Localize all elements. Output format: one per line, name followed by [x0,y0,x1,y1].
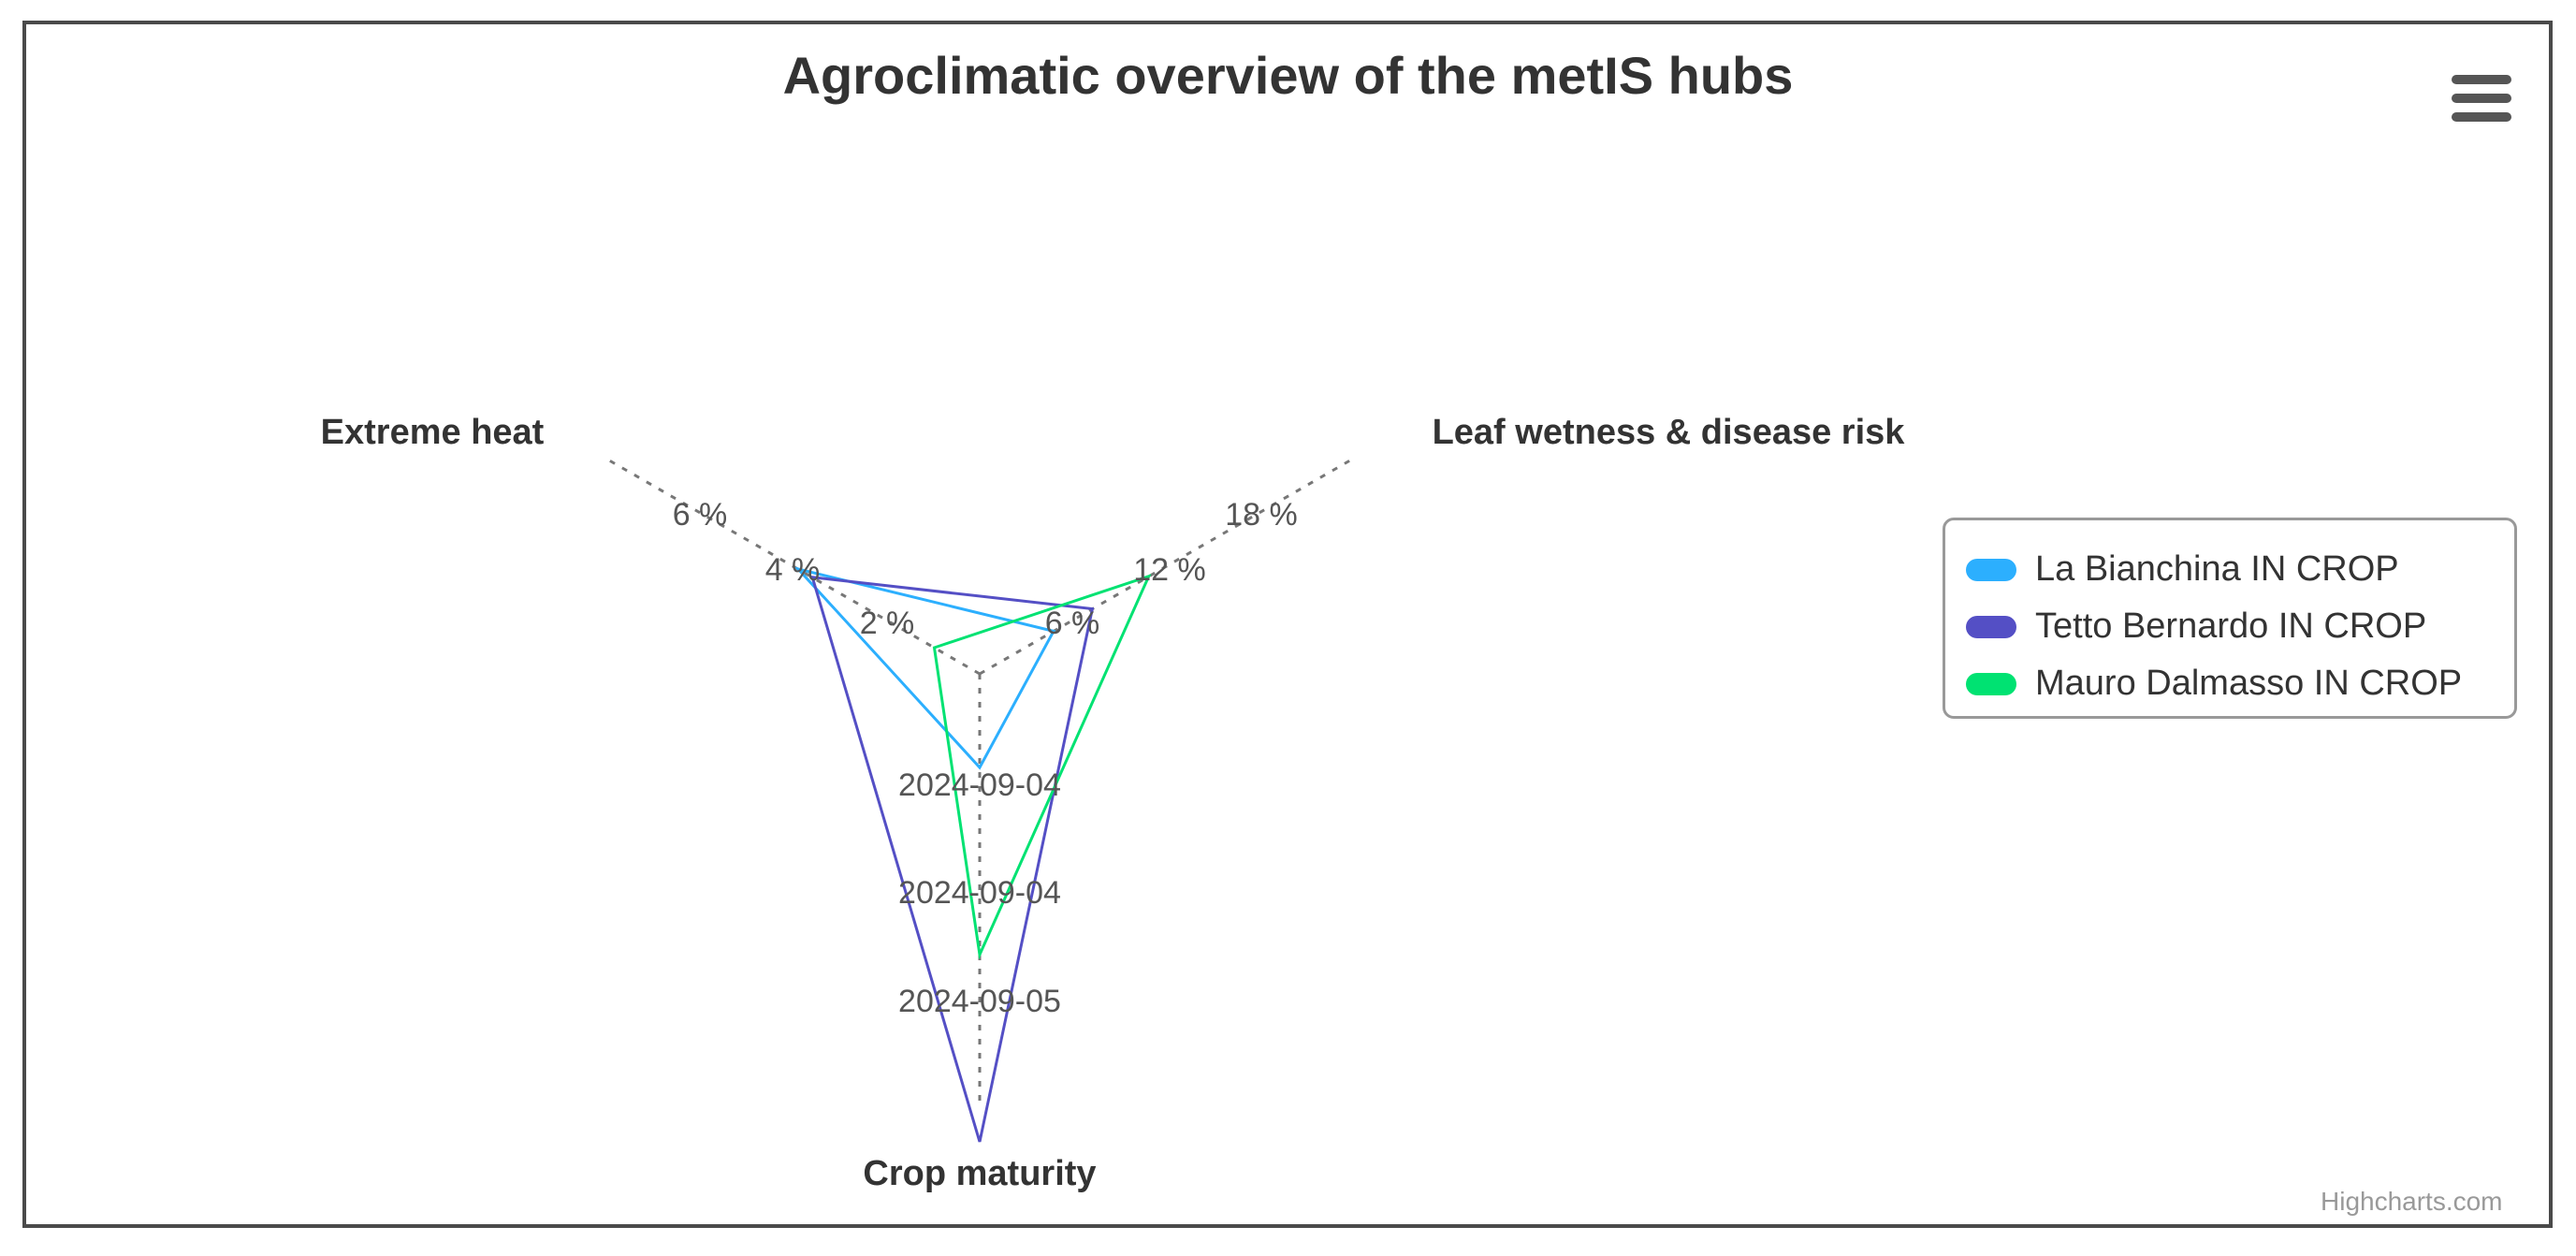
legend-label: Mauro Dalmasso IN CROP [2035,664,2463,703]
tick-label-crop-maturity-2: 2024-09-04 [898,875,1061,911]
axis-title-leaf-wetness: Leaf wetness & disease risk [1433,413,1906,452]
axis-title-extreme-heat: Extreme heat [321,413,545,452]
tick-label-leaf-wetness-1: 6 % [1045,606,1100,641]
tick-label-extreme-heat-3: 6 % [673,497,728,533]
chart-title: Agroclimatic overview of the metIS hubs [782,46,1794,105]
tick-label-leaf-wetness-3: 18 % [1225,497,1298,533]
legend-item-mauro-dalmasso[interactable]: Mauro Dalmasso IN CROP [1966,655,2494,712]
tick-label-extreme-heat-2: 4 % [765,552,821,588]
legend-label: Tetto Bernardo IN CROP [2035,606,2427,646]
axis-title-crop-maturity: Crop maturity [863,1154,1096,1193]
legend-item-tetto-bernardo[interactable]: Tetto Bernardo IN CROP [1966,598,2494,655]
axis-line-extreme-heat [604,456,981,676]
legend-swatch-la-bianchina [1966,558,2016,581]
axis-line-leaf-wetness [979,456,1356,676]
series-mauro-dalmasso[interactable] [932,574,1152,960]
tick-label-leaf-wetness-2: 12 % [1133,552,1206,588]
legend: La Bianchina IN CROP Tetto Bernardo IN C… [1943,518,2517,719]
legend-swatch-mauro-dalmasso [1966,672,2016,695]
hamburger-menu-icon[interactable] [2452,75,2511,122]
tick-label-extreme-heat-1: 2 % [860,606,915,641]
credits-link[interactable]: Highcharts.com [2321,1187,2503,1216]
radar-series [793,566,1152,1143]
series-la-bianchina[interactable] [793,566,1056,770]
tick-label-crop-maturity-3: 2024-09-05 [898,984,1061,1019]
tick-label-crop-maturity-1: 2024-09-04 [898,767,1061,803]
legend-item-la-bianchina[interactable]: La Bianchina IN CROP [1966,541,2494,598]
legend-label: La Bianchina IN CROP [2035,549,2399,589]
radar-axes [604,456,1356,1107]
legend-swatch-tetto-bernardo [1966,615,2016,638]
series-tetto-bernardo[interactable] [810,576,1095,1143]
